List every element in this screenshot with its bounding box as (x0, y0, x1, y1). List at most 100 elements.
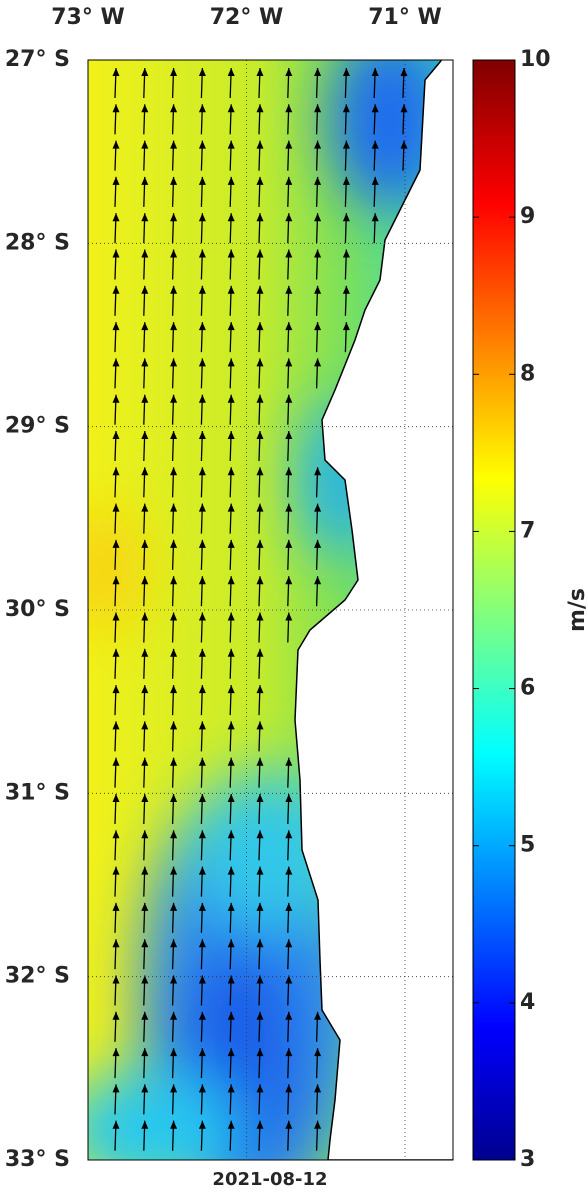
wind-arrow-head (112, 648, 120, 657)
wind-arrow-head (227, 104, 235, 113)
wind-arrow-head (112, 176, 120, 185)
wind-arrow-head (314, 467, 322, 476)
colorbar-tick-label: 9 (520, 204, 535, 229)
wind-arrow-head (285, 140, 293, 149)
wind-arrow-head (314, 1048, 322, 1057)
wind-arrow-head (314, 1011, 322, 1020)
wind-arrow-head (170, 576, 178, 585)
wind-arrow-head (141, 1048, 149, 1057)
wind-arrow-head (112, 249, 120, 258)
wind-arrow-head (256, 68, 264, 76)
wind-arrow-head (170, 685, 178, 694)
wind-arrow-head (141, 285, 149, 294)
wind-arrow-head (256, 1120, 264, 1129)
wind-arrow-head (112, 794, 120, 802)
lon-label: 72° W (210, 5, 284, 30)
wind-arrow-head (256, 757, 264, 766)
lon-label: 73° W (51, 5, 125, 30)
wind-arrow-head (170, 721, 178, 730)
wind-arrow-head (285, 1084, 293, 1093)
wind-arrow-head (198, 322, 206, 331)
wind-arrow-head (227, 1048, 235, 1057)
wind-arrow-head (170, 1120, 178, 1129)
land (294, 60, 453, 1160)
wind-arrow-head (285, 249, 293, 258)
colorbar-tick-label: 5 (520, 833, 535, 858)
wind-arrow-head (314, 68, 322, 76)
wind-arrow-head (141, 757, 149, 766)
wind-arrow-head (170, 213, 178, 222)
map-frame (87, 59, 454, 1161)
wind-arrow-head (342, 249, 350, 258)
wind-arrow-head (342, 68, 350, 76)
wind-arrow-head (141, 612, 149, 621)
wind-arrow-head (285, 285, 293, 294)
wind-arrow-head (227, 358, 235, 367)
wind-arrow-head (198, 358, 206, 367)
wind-arrow-head (256, 431, 264, 439)
wind-arrow-head (256, 648, 264, 657)
wind-arrow-head (314, 213, 322, 222)
wind-arrow-head (198, 394, 206, 403)
wind-arrow-head (170, 757, 178, 766)
wind-arrow-head (314, 249, 322, 258)
wind-arrow-head (371, 140, 379, 149)
wind-arrow-head (112, 1084, 120, 1093)
wind-arrow-head (198, 1084, 206, 1093)
wind-arrow-head (227, 394, 235, 403)
wind-arrow-head (141, 358, 149, 367)
wind-arrow-head (227, 539, 235, 548)
wind-arrow-head (112, 1048, 120, 1057)
grid (88, 60, 453, 1160)
wind-arrow-head (371, 176, 379, 185)
wind-arrow-head (198, 467, 206, 476)
wind-arrow-head (198, 721, 206, 730)
wind-arrow-head (141, 685, 149, 694)
wind-arrow-head (198, 285, 206, 294)
wind-arrow-head (170, 612, 178, 621)
wind-arrow-head (285, 394, 293, 403)
wind-arrow-head (227, 467, 235, 476)
wind-arrow-head (198, 576, 206, 585)
wind-arrow-head (314, 539, 322, 548)
wind-arrow-head (227, 830, 235, 839)
wind-arrow-head (285, 975, 293, 984)
wind-arrow-head (227, 1084, 235, 1093)
wind-arrow-head (112, 213, 120, 222)
wind-arrow-head (256, 902, 264, 911)
colorbar-label: m/s (565, 588, 588, 632)
lat-label: 27° S (5, 47, 70, 72)
wind-arrow-head (256, 939, 264, 948)
wind-arrow-head (198, 1120, 206, 1129)
wind-arrow-head (141, 830, 149, 839)
wind-arrow-head (227, 285, 235, 294)
wind-arrow-head (198, 1011, 206, 1020)
wind-arrow-head (198, 830, 206, 839)
wind-arrow-head (227, 576, 235, 585)
wind-arrow-head (170, 140, 178, 149)
date: 2021-08-12 (212, 1169, 327, 1188)
wind-arrow-head (170, 322, 178, 331)
wind-arrow-head (198, 431, 206, 439)
wind-arrow-head (227, 866, 235, 875)
wind-arrow-head (285, 1120, 293, 1129)
wind-arrow-head (198, 975, 206, 984)
wind-arrow-head (112, 1011, 120, 1020)
wind-arrow-head (141, 721, 149, 730)
wind-arrow-head (314, 322, 322, 331)
wind-arrow-head (285, 866, 293, 875)
wind-arrow-head (256, 721, 264, 730)
wind-arrow-head (170, 431, 178, 439)
wind-arrow-head (227, 213, 235, 222)
wind-arrow-head (256, 1048, 264, 1057)
wind-arrow-head (256, 503, 264, 512)
wind-arrow-head (342, 176, 350, 185)
wind-arrow-head (256, 866, 264, 875)
wind-arrow-head (400, 68, 408, 76)
wind-arrow-head (141, 68, 149, 76)
wind-arrow-head (112, 285, 120, 294)
wind-arrow-head (256, 394, 264, 403)
lon-label: 71° W (368, 5, 442, 30)
wind-arrow-head (141, 576, 149, 585)
wind-arrow-head (141, 902, 149, 911)
